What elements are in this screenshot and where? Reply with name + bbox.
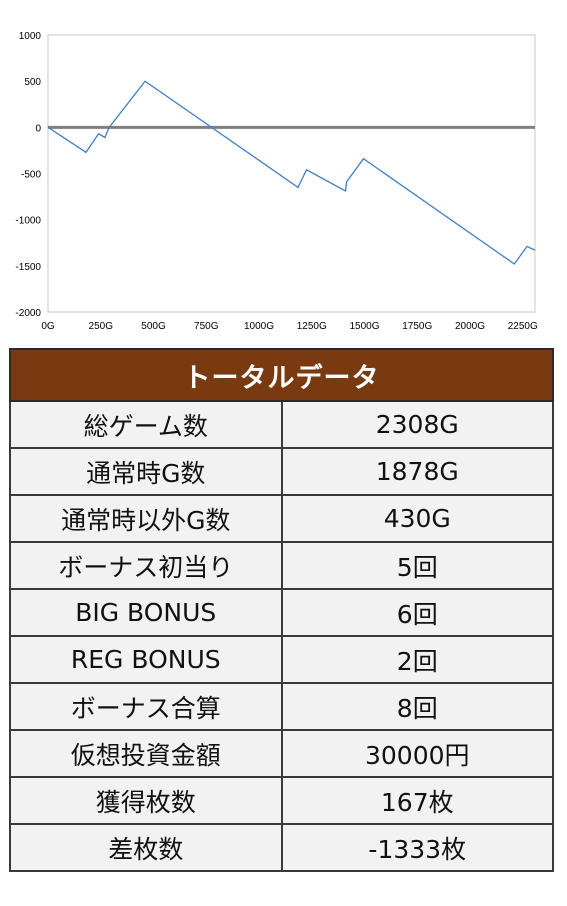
x-tick-label: 1500G bbox=[349, 321, 379, 332]
y-tick-label: 1000 bbox=[19, 31, 42, 42]
y-tick-label: 500 bbox=[24, 77, 41, 88]
total-data-table: トータルデータ 総ゲーム数 2308G 通常時G数 1878G 通常時以外G数 430G ボ… bbox=[9, 348, 554, 872]
chart-svg: 1000 500 0 -500 -1000 -1500 -2000 0G 250G 500G 75… bbox=[15, 31, 538, 332]
row-label: ボーナス初当り bbox=[9, 541, 283, 590]
row-value: 6回 bbox=[280, 588, 554, 637]
row-value: 2308G bbox=[280, 400, 554, 449]
x-tick-label: 1750G bbox=[402, 321, 432, 332]
x-tick-label: 750G bbox=[194, 321, 219, 332]
x-axis-ticks: 0G 250G 500G 750G 1000G 1250G 1500G 1750G 2000G 2… bbox=[41, 321, 538, 332]
series-line bbox=[47, 80, 536, 265]
table-title: トータルデータ bbox=[9, 348, 554, 402]
row-value: -1333枚 bbox=[280, 823, 554, 872]
row-value: 8回 bbox=[280, 682, 554, 731]
row-value: 30000円 bbox=[280, 729, 554, 778]
row-label: 通常時以外G数 bbox=[9, 494, 283, 543]
table-row: 獲得枚数 167枚 bbox=[9, 776, 554, 825]
y-tick-label: 0 bbox=[35, 123, 41, 134]
line-chart: 1000 500 0 -500 -1000 -1500 -2000 0G 250G 500G 75… bbox=[0, 0, 567, 340]
table-row: 仮想投資金額 30000円 bbox=[9, 729, 554, 778]
x-tick-label: 2250G bbox=[508, 321, 538, 332]
row-label: 獲得枚数 bbox=[9, 776, 283, 825]
row-label: 通常時G数 bbox=[9, 447, 283, 496]
x-tick-label: 500G bbox=[141, 321, 166, 332]
table-row: ボーナス合算 8回 bbox=[9, 682, 554, 731]
y-tick-label: -1000 bbox=[15, 216, 41, 227]
y-tick-label: -2000 bbox=[15, 308, 41, 319]
row-label: ボーナス合算 bbox=[9, 682, 283, 731]
y-tick-label: -1500 bbox=[15, 262, 41, 273]
table-row: 通常時G数 1878G bbox=[9, 447, 554, 496]
x-tick-label: 250G bbox=[89, 321, 114, 332]
table-row: 差枚数 -1333枚 bbox=[9, 823, 554, 872]
plot-area bbox=[47, 34, 536, 313]
row-value: 430G bbox=[280, 494, 554, 543]
y-axis-ticks: 1000 500 0 -500 -1000 -1500 -2000 bbox=[15, 31, 41, 319]
table-row: 総ゲーム数 2308G bbox=[9, 400, 554, 449]
row-label: REG BONUS bbox=[9, 635, 283, 684]
row-value: 1878G bbox=[280, 447, 554, 496]
row-label: 差枚数 bbox=[9, 823, 283, 872]
y-tick-label: -500 bbox=[21, 170, 41, 181]
table-row: 通常時以外G数 430G bbox=[9, 494, 554, 543]
table-row: BIG BONUS 6回 bbox=[9, 588, 554, 637]
row-value: 2回 bbox=[280, 635, 554, 684]
row-label: 仮想投資金額 bbox=[9, 729, 283, 778]
x-tick-label: 1000G bbox=[244, 321, 274, 332]
x-tick-label: 2000G bbox=[455, 321, 485, 332]
table-row: REG BONUS 2回 bbox=[9, 635, 554, 684]
row-value: 5回 bbox=[280, 541, 554, 590]
x-tick-label: 1250G bbox=[297, 321, 327, 332]
table-row: ボーナス初当り 5回 bbox=[9, 541, 554, 590]
x-tick-label: 0G bbox=[41, 321, 55, 332]
row-label: BIG BONUS bbox=[9, 588, 283, 637]
table-body: 総ゲーム数 2308G 通常時G数 1878G 通常時以外G数 430G ボーナス初当り 5回… bbox=[9, 400, 554, 872]
row-label: 総ゲーム数 bbox=[9, 400, 283, 449]
row-value: 167枚 bbox=[280, 776, 554, 825]
